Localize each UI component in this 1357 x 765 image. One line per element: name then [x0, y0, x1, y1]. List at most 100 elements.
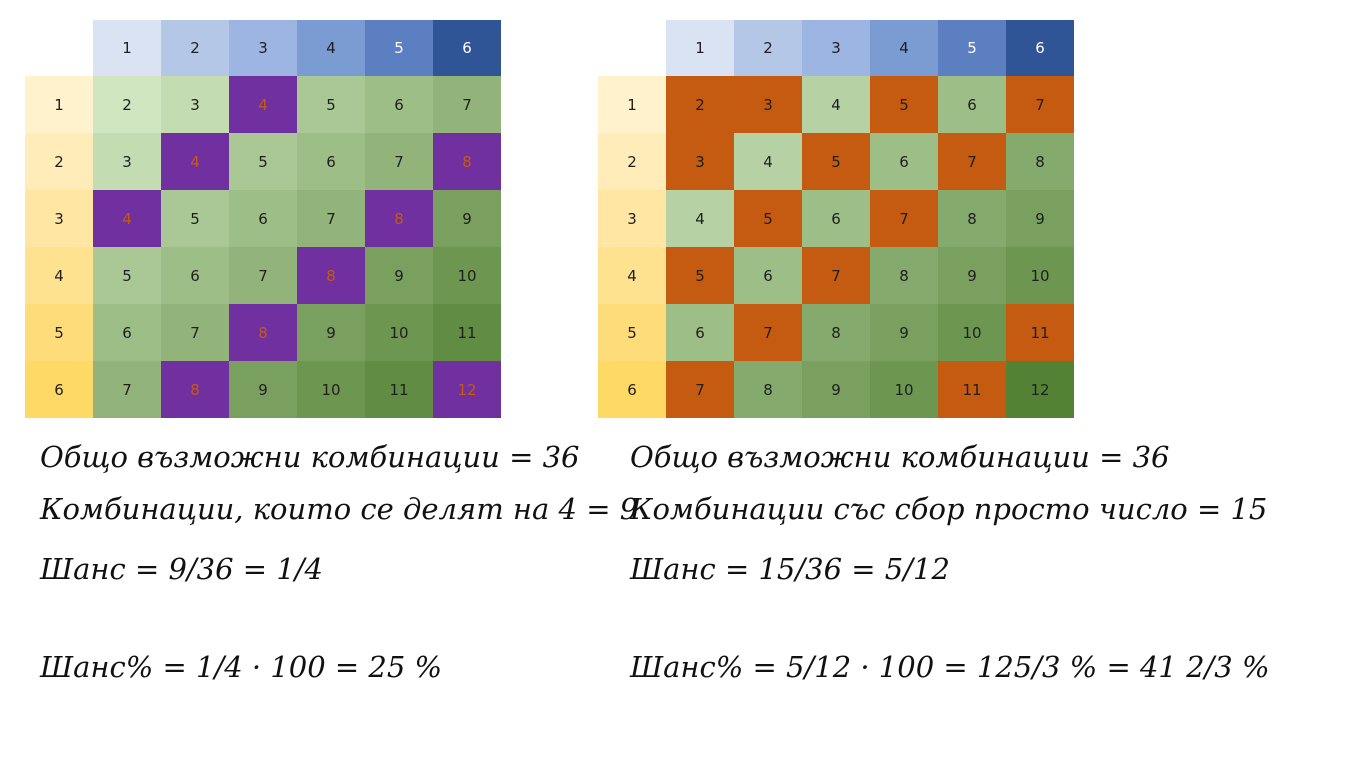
- handwritten-note: Комбинации, които се делят на 4 = 9: [40, 492, 639, 526]
- cell: 9: [297, 304, 365, 361]
- row-header: 1: [25, 76, 93, 133]
- cell: 7: [433, 76, 501, 133]
- cell: 6: [93, 304, 161, 361]
- cell: 8: [734, 361, 802, 418]
- highlighted-cell: 5: [870, 76, 938, 133]
- column-header: 3: [229, 20, 297, 76]
- cell: 6: [734, 247, 802, 304]
- cell: 10: [297, 361, 365, 418]
- row-header: 6: [598, 361, 666, 418]
- cell: 6: [365, 76, 433, 133]
- cell: 8: [802, 304, 870, 361]
- column-header: 5: [365, 20, 433, 76]
- cell: 7: [229, 247, 297, 304]
- handwritten-note: Общо възможни комбинации = 36: [40, 440, 580, 474]
- highlighted-cell: 7: [870, 190, 938, 247]
- cell: 7: [365, 133, 433, 190]
- highlighted-cell: 7: [734, 304, 802, 361]
- cell: 4: [802, 76, 870, 133]
- highlighted-cell: 2: [666, 76, 734, 133]
- handwritten-note: Комбинации със сбор просто число = 15: [630, 492, 1268, 526]
- cell: 8: [938, 190, 1006, 247]
- highlighted-cell: 7: [666, 361, 734, 418]
- cell: 2: [93, 76, 161, 133]
- row-header: 3: [598, 190, 666, 247]
- cell: 6: [229, 190, 297, 247]
- highlighted-cell: 3: [734, 76, 802, 133]
- highlighted-cell: 7: [938, 133, 1006, 190]
- highlighted-cell: 5: [734, 190, 802, 247]
- cell: 5: [161, 190, 229, 247]
- highlighted-cell: 3: [666, 133, 734, 190]
- cell: 10: [433, 247, 501, 304]
- column-header: 4: [870, 20, 938, 76]
- cell: 6: [161, 247, 229, 304]
- cell: 9: [1006, 190, 1074, 247]
- column-header: 1: [93, 20, 161, 76]
- cell: 9: [938, 247, 1006, 304]
- cell: 6: [870, 133, 938, 190]
- cell: 10: [1006, 247, 1074, 304]
- cell: 6: [666, 304, 734, 361]
- column-header: 3: [802, 20, 870, 76]
- highlighted-cell: 8: [365, 190, 433, 247]
- cell: 9: [229, 361, 297, 418]
- cell: 11: [433, 304, 501, 361]
- cell: 5: [93, 247, 161, 304]
- highlighted-cell: 7: [1006, 76, 1074, 133]
- highlighted-cell: 11: [1006, 304, 1074, 361]
- highlighted-cell: 5: [802, 133, 870, 190]
- highlighted-cell: 7: [802, 247, 870, 304]
- cell: 9: [365, 247, 433, 304]
- cell: 10: [938, 304, 1006, 361]
- highlighted-cell: 8: [161, 361, 229, 418]
- highlighted-cell: 11: [938, 361, 1006, 418]
- row-header: 4: [25, 247, 93, 304]
- row-header: 2: [598, 133, 666, 190]
- cell: 3: [161, 76, 229, 133]
- row-header: 6: [25, 361, 93, 418]
- cell: 5: [229, 133, 297, 190]
- cell: 7: [161, 304, 229, 361]
- column-header: 5: [938, 20, 1006, 76]
- column-header: 1: [666, 20, 734, 76]
- cell: 10: [870, 361, 938, 418]
- cell: 7: [93, 361, 161, 418]
- cell: 8: [870, 247, 938, 304]
- highlighted-cell: 4: [93, 190, 161, 247]
- cell: 9: [870, 304, 938, 361]
- cell: 8: [1006, 133, 1074, 190]
- handwritten-note: Общо възможни комбинации = 36: [630, 440, 1170, 474]
- cell: 5: [297, 76, 365, 133]
- column-header: 4: [297, 20, 365, 76]
- cell: 12: [1006, 361, 1074, 418]
- cell: 7: [297, 190, 365, 247]
- cell: 4: [734, 133, 802, 190]
- column-header: 2: [734, 20, 802, 76]
- cell: 11: [365, 361, 433, 418]
- row-header: 3: [25, 190, 93, 247]
- row-header: 4: [598, 247, 666, 304]
- handwritten-note: Шанс = 15/36 = 5/12: [630, 552, 950, 586]
- handwritten-note: Шанс% = 1/4 · 100 = 25 %: [40, 650, 443, 684]
- row-header: 5: [25, 304, 93, 361]
- cell: 6: [297, 133, 365, 190]
- column-header: 6: [433, 20, 501, 76]
- cell: 9: [802, 361, 870, 418]
- highlighted-cell: 8: [229, 304, 297, 361]
- cell: 10: [365, 304, 433, 361]
- row-header: 2: [25, 133, 93, 190]
- highlighted-cell: 12: [433, 361, 501, 418]
- cell: 4: [666, 190, 734, 247]
- highlighted-cell: 8: [297, 247, 365, 304]
- row-header: 1: [598, 76, 666, 133]
- highlighted-cell: 8: [433, 133, 501, 190]
- highlighted-cell: 5: [666, 247, 734, 304]
- highlighted-cell: 4: [161, 133, 229, 190]
- handwritten-note: Шанс = 9/36 = 1/4: [40, 552, 323, 586]
- column-header: 6: [1006, 20, 1074, 76]
- handwritten-note: Шанс% = 5/12 · 100 = 125/3 % = 41 2/3 %: [630, 650, 1270, 684]
- cell: 6: [938, 76, 1006, 133]
- cell: 3: [93, 133, 161, 190]
